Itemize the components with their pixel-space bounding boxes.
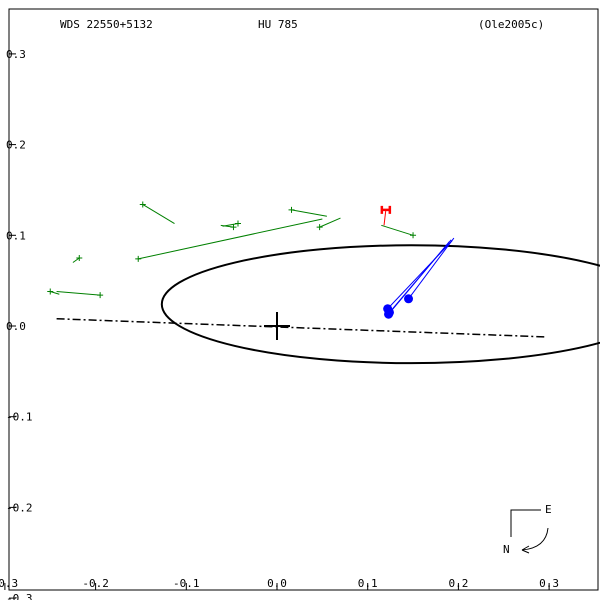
- compass-north-label: N: [503, 543, 510, 556]
- axes: -0.3 -0.2 -0.1 0.0 0.1 0.2 0.3 -0.3 -0.2 -0.1 0.0 0…: [0, 48, 559, 600]
- y-tick-label: -0.1: [6, 411, 33, 424]
- compass-arrow-icon: [521, 545, 530, 554]
- micrometric-point: [410, 232, 417, 239]
- residual-line: [388, 241, 450, 315]
- compass-arc: [521, 527, 549, 551]
- x-tick-label: -0.2: [82, 577, 109, 590]
- y-tick-label: 0.3: [6, 48, 26, 61]
- orbit-reference-label: (Ole2005c): [478, 18, 544, 31]
- micrometric-point: [316, 224, 323, 231]
- micrometric-point: [135, 255, 142, 262]
- micrometric-point: [47, 288, 54, 295]
- interferometric-point: [404, 294, 414, 304]
- micrometric-point: [97, 292, 104, 299]
- micrometric-point: [234, 220, 241, 227]
- x-tick-label: 0.0: [267, 577, 287, 590]
- y-tick-label: 0.0: [6, 320, 26, 333]
- residual-line: [142, 204, 175, 224]
- high-residual-point: [380, 205, 392, 214]
- residual-line: [72, 257, 80, 263]
- residual-line: [383, 209, 387, 226]
- y-tick-label: 0.1: [6, 229, 26, 242]
- residual-line: [408, 237, 455, 300]
- compass: E N: [503, 503, 552, 556]
- micrometric-point: [139, 201, 146, 208]
- residual-line: [138, 218, 323, 260]
- micrometric-point: [76, 254, 83, 261]
- observation-marks: [47, 201, 417, 319]
- y-tick-label: -0.3: [6, 592, 33, 600]
- residual-line: [56, 291, 101, 296]
- x-tick-label: 0.3: [539, 577, 559, 590]
- residual-line: [381, 224, 414, 236]
- compass-axes: [510, 509, 541, 537]
- x-tick-label: -0.1: [173, 577, 200, 590]
- discoverer-label: HU 785: [258, 18, 298, 31]
- interferometric-point: [384, 309, 394, 319]
- residual-line: [319, 217, 341, 228]
- orbit-ellipse: [160, 244, 600, 365]
- y-tick-label: 0.2: [6, 139, 26, 152]
- compass-east-label: E: [545, 503, 552, 516]
- residual-line: [291, 209, 327, 217]
- wds-id-label: WDS 22550+5132: [60, 18, 153, 31]
- y-tick-label: -0.2: [6, 501, 33, 514]
- x-tick-label: -0.3: [0, 577, 18, 590]
- line-of-nodes: [56, 317, 545, 338]
- residual-lines: [50, 204, 455, 315]
- orbit-ellipse-group: [56, 244, 600, 365]
- micrometric-point: [288, 206, 295, 213]
- x-tick-label: 0.2: [448, 577, 468, 590]
- residual-line: [387, 240, 453, 310]
- micrometric-point: [230, 224, 237, 231]
- plot-frame: [8, 8, 599, 591]
- x-tick-label: 0.1: [358, 577, 378, 590]
